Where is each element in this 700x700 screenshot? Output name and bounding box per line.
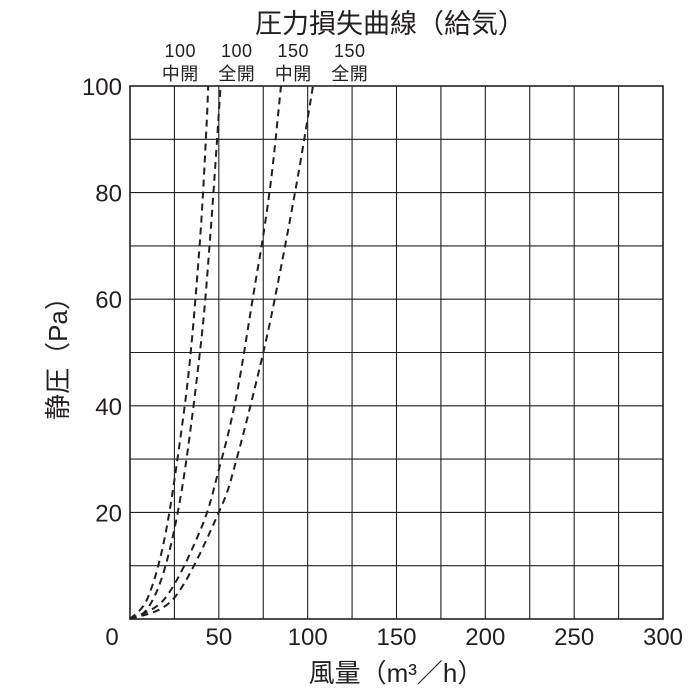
y-axis-title: 静圧（Pa） [43,284,73,420]
series-size-label: 100 [221,41,253,61]
chart-title: 圧力損失曲線（給気） [255,9,525,39]
y-tick-label: 100 [82,74,122,101]
x-axis-title: 風量（m³／h） [309,658,484,688]
x-tick-label: 100 [288,624,328,651]
y-tick-label: 20 [95,500,122,527]
y-tick-label: 60 [95,287,122,314]
y-tick-label: 40 [95,394,122,421]
series-size-label: 100 [164,41,196,61]
y-tick-label: 80 [95,181,122,208]
series-line-100中開 [129,85,210,620]
series-line-150中開 [129,85,282,620]
x-tick-label: 0 [105,624,118,651]
grid [130,86,663,619]
series-size-label: 150 [277,41,309,61]
series-opening-label: 中開 [162,64,199,84]
x-tick-labels: 0 50 100 150 200 250 300 [105,624,683,651]
legend: 100 中開 100 全開 150 中開 150 全開 [162,41,368,84]
series-line-150全開 [129,85,314,620]
x-tick-label: 50 [205,624,232,651]
x-tick-label: 150 [376,624,416,651]
series-opening-label: 全開 [331,64,368,84]
x-tick-label: 200 [465,624,505,651]
y-tick-labels: 20 40 60 80 100 [82,74,122,527]
series-size-label: 150 [334,41,366,61]
series-curves [129,85,314,620]
plot-frame [129,85,664,620]
series-opening-label: 中開 [275,64,312,84]
x-tick-label: 250 [554,624,594,651]
x-tick-label: 300 [643,624,683,651]
series-opening-label: 全開 [218,64,255,84]
